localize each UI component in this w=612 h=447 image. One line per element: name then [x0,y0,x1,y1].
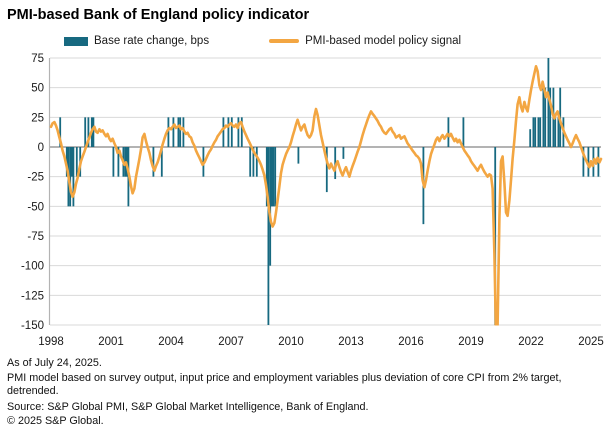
y-tick-label: 25 [31,112,44,124]
y-tick-label: -125 [21,290,44,302]
y-tick-label: -25 [27,172,44,184]
y-tick-label: -150 [21,320,44,332]
base-rate-change-bar [549,87,552,147]
base-rate-change-bar [297,147,300,164]
legend-line-label: PMI-based model policy signal [305,35,462,47]
y-axis-labels: 75 50 25 0 -25 -50 -75 -100 -125 -150 [21,53,44,332]
base-rate-change-bar [554,117,557,147]
base-rate-change-bar [270,147,273,207]
y-tick-label: -75 [27,231,44,243]
base-rate-change-bar [447,117,450,147]
base-rate-change-bar [342,147,345,159]
base-rate-change-bar [582,147,585,177]
x-tick-label: 2019 [458,336,484,348]
base-rate-change-bar [267,147,270,325]
base-rate-change-bar [70,147,73,177]
x-tick-label: 2004 [158,336,184,348]
base-rate-change-bar [227,117,230,147]
base-rate-change-bar [325,147,328,193]
base-rate-change-bar [252,147,255,177]
base-rate-change-bar [69,147,72,207]
footnotes: As of July 24, 2025. PMI model based on … [0,354,612,429]
base-rate-change-bar [179,117,182,147]
base-rate-change-bar [222,117,225,147]
x-tick-label: 1998 [38,336,64,348]
source-note: Source: S&P Global PMI, S&P Global Marke… [7,400,369,413]
y-tick-label: 0 [38,142,44,154]
x-tick-label: 2001 [98,336,124,348]
base-rate-change-bar [87,117,90,147]
as-of-note: As of July 24, 2025. [7,357,102,369]
base-rate-change-bar [265,147,268,207]
base-rate-change-bar [112,147,115,177]
x-tick-label: 2016 [398,336,424,348]
base-rate-change-bar [152,147,155,177]
chart-legend: Base rate change, bps PMI-based model po… [0,30,612,52]
policy-signal-line [49,65,603,326]
base-rate-change-bar [75,147,78,177]
base-rate-change-bar [84,117,87,147]
base-rate-change-bar [230,117,233,147]
line-series-swatch-icon [269,39,300,43]
base-rate-change-bar [59,117,62,147]
base-rate-change-bar [167,117,170,147]
copyright-note: © 2025 S&P Global. [7,415,104,427]
base-rate-change-bar [249,147,252,177]
base-rate-change-bar [269,147,272,266]
y-tick-label: -100 [21,261,44,273]
x-tick-label: 2025 [578,336,604,348]
base-rate-change-bar [334,147,337,180]
base-rate-change-bar [539,117,542,147]
base-rate-change-bar [534,117,537,147]
base-rate-change-bar [240,117,243,147]
base-rate-change-bar [587,147,590,177]
base-rate-change-bar [160,147,163,177]
base-rate-change-bar [544,87,547,147]
base-rate-change-bar [72,147,75,207]
legend-item-policy-signal: PMI-based model policy signal [269,35,461,47]
line-series [49,65,603,326]
x-axis-labels: 1998 2001 2004 2007 2010 2013 2016 2019 2022 2025 [38,336,604,348]
y-tick-label: 50 [31,83,44,95]
x-tick-label: 2010 [278,336,304,348]
bar-series-swatch-icon [64,36,88,46]
base-rate-change-bar [274,147,277,207]
x-tick-label: 2007 [218,336,244,348]
base-rate-change-bar [547,58,550,147]
chart-title: PMI-based Bank of England policy indicat… [7,7,310,23]
base-rate-change-bar [272,147,275,207]
base-rate-change-bar [255,147,258,177]
base-rate-change-bar [542,87,545,147]
x-tick-label: 2022 [518,336,544,348]
y-tick-label: 75 [31,53,44,65]
x-tick-label: 2013 [338,336,364,348]
base-rate-change-bar [117,147,120,177]
base-rate-change-bar [529,129,532,147]
base-rate-change-bar [172,117,175,147]
y-tick-label: -50 [27,201,44,213]
base-rate-change-bar [532,117,535,147]
base-rate-change-bar [92,117,95,147]
base-rate-change-bar [462,117,465,147]
base-rate-change-bar [237,117,240,147]
base-rate-change-bar [177,117,180,147]
chart-canvas: 75 50 25 0 -25 -50 -75 -100 -125 -150 1998 2001 200… [21,53,604,348]
legend-bar-label: Base rate change, bps [94,35,210,47]
base-rate-change-bar [557,117,560,147]
model-note: PMI model based on survey output, input … [7,371,562,398]
legend-item-base-rate: Base rate change, bps [64,35,209,47]
base-rate-change-bar [537,117,540,147]
